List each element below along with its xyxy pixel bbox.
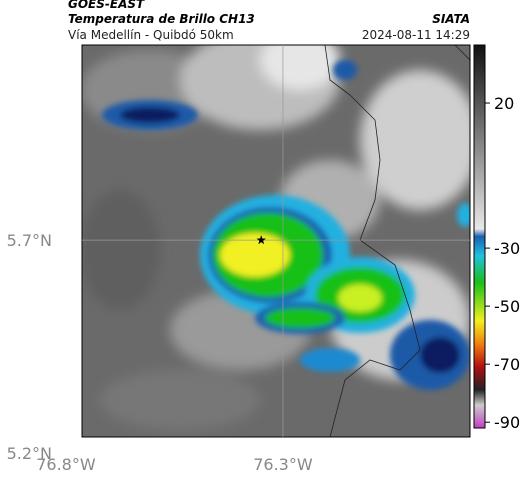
- satellite-image: [82, 45, 470, 437]
- location: Vía Medellín - Quibdó 50km: [68, 28, 234, 42]
- colorbar-tick-label: -70: [494, 355, 520, 374]
- colorbar-tick-label: -30: [494, 239, 520, 258]
- colorbar-tick-label: -50: [494, 297, 520, 316]
- colorbar-tick-label: -90: [494, 413, 520, 432]
- title: GOES-EAST: [68, 0, 145, 11]
- timestamp: 2024-08-11 14:29: [362, 28, 470, 42]
- x-tick-label: 76.8°W: [36, 455, 96, 474]
- source: SIATA: [432, 12, 470, 26]
- subtitle: Temperatura de Brillo CH13: [68, 12, 255, 26]
- location-marker: [256, 235, 266, 245]
- y-tick-label: 5.7°N: [7, 231, 52, 250]
- x-tick-label: 76.3°W: [253, 455, 313, 474]
- map-frame: [81, 44, 471, 438]
- y-tick-label: 5.2°N: [7, 444, 52, 463]
- colorbar-tick-label: 20: [494, 94, 514, 113]
- colorbar: [473, 44, 486, 429]
